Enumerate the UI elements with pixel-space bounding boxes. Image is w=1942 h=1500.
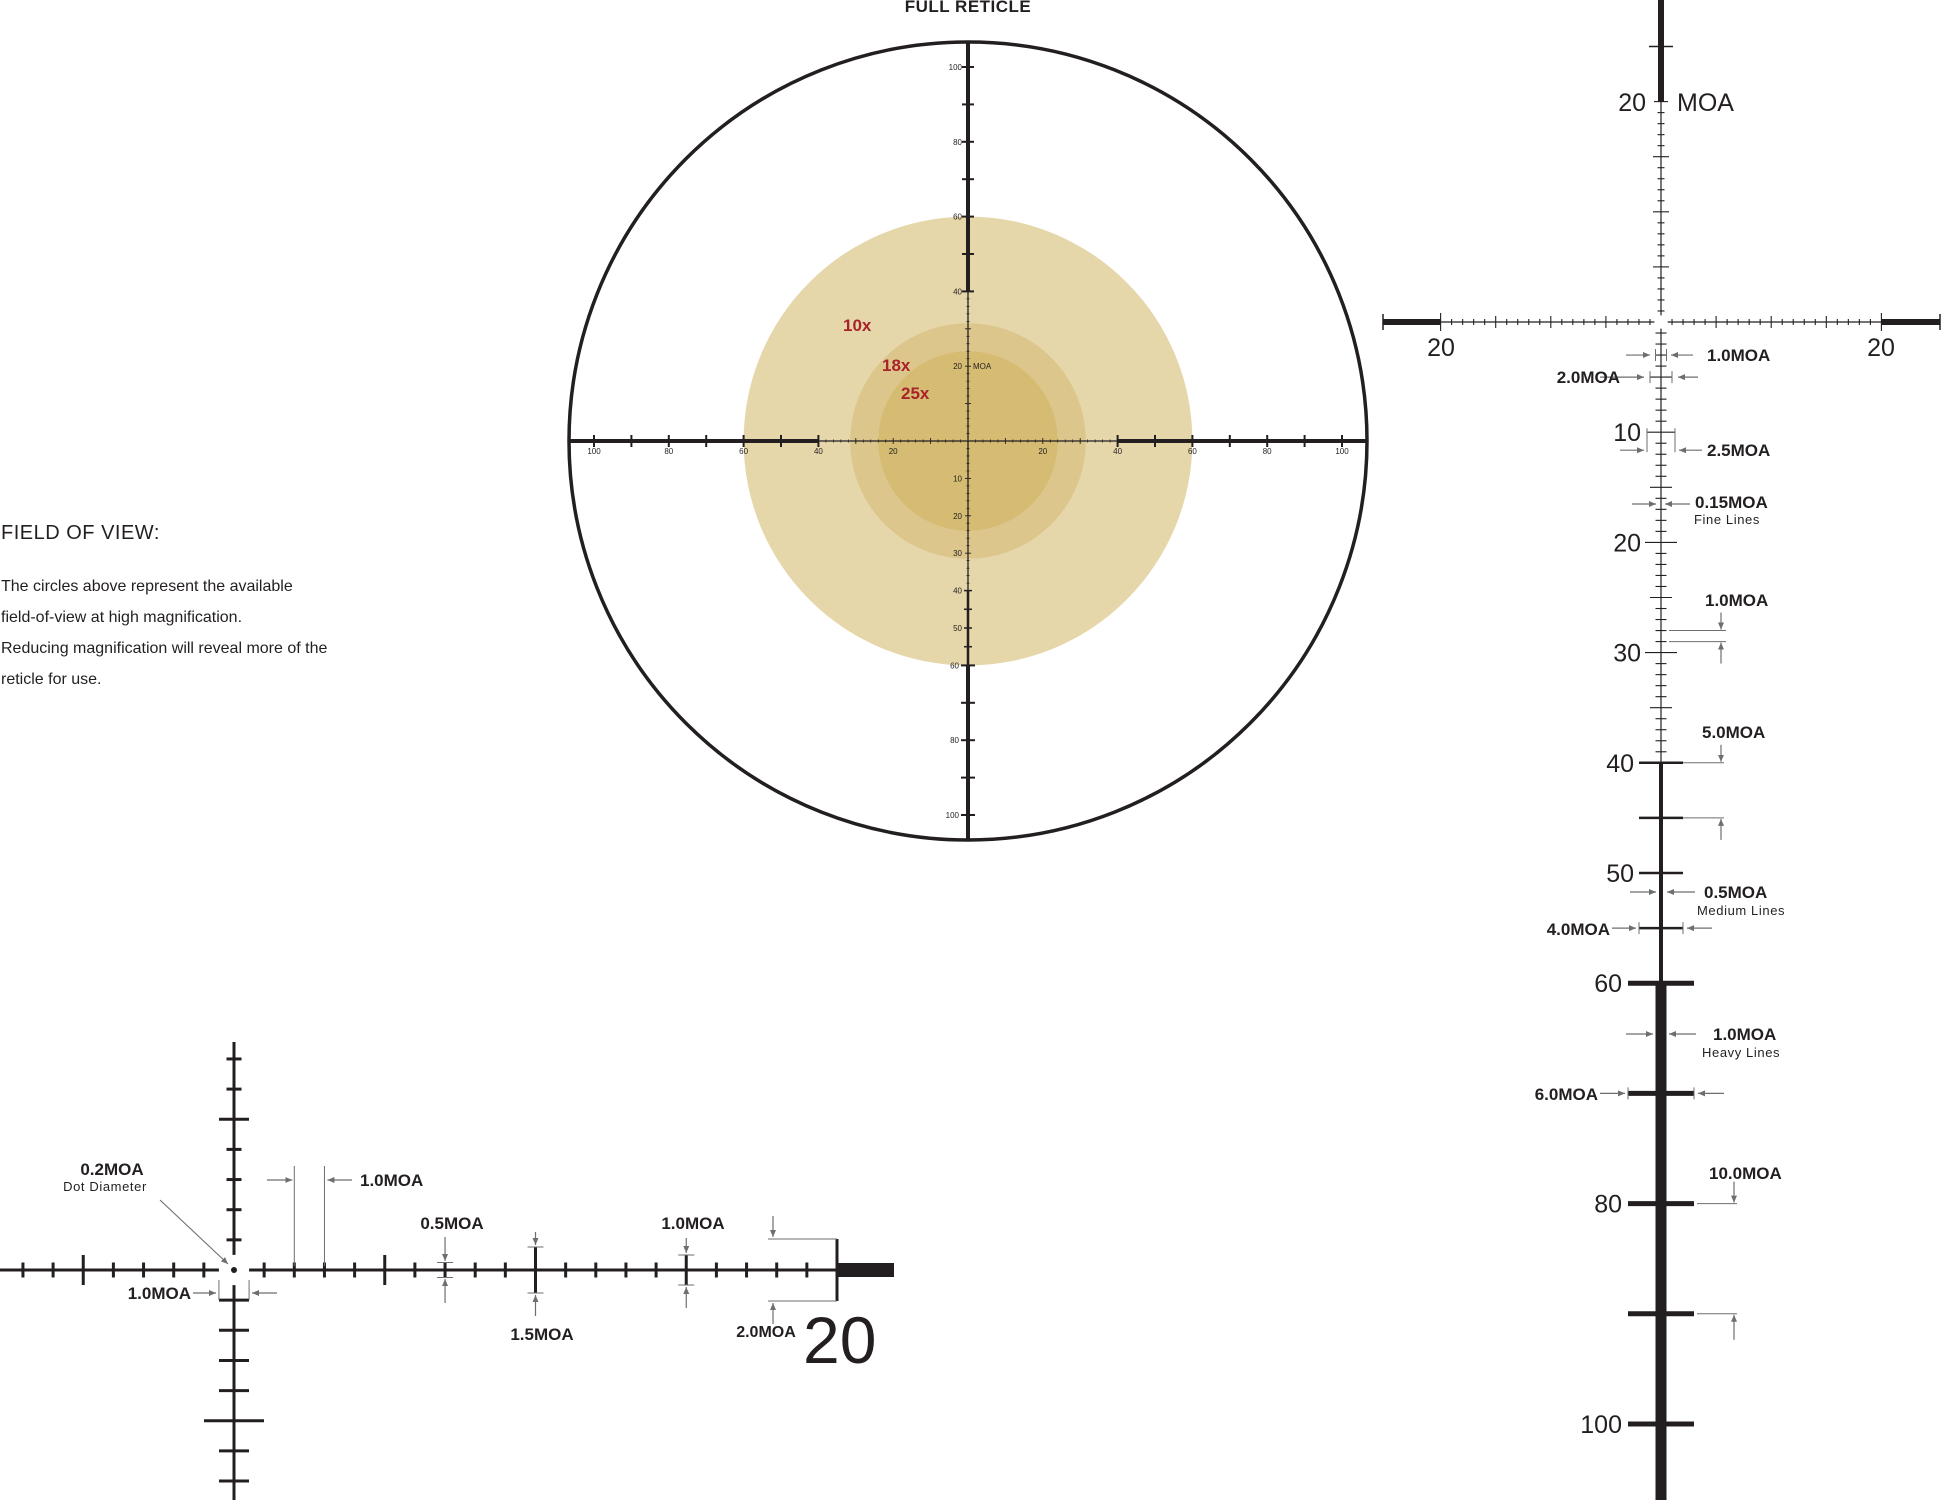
vertical-tick-label: 20 — [1613, 529, 1641, 557]
field-of-view-heading: FIELD OF VIEW: — [1, 522, 160, 544]
horizontal-tick-label: 100 — [587, 447, 601, 456]
annotation-ten-tick: 1.5MOA — [510, 1325, 573, 1344]
vertical-bottom-tick-label: 30 — [953, 549, 962, 558]
vertical-top-tick-label: 60 — [953, 213, 962, 222]
full-reticle: 20 20 40 40 60 60 80 80 100 100 20 40 60 80 100 10 20 30 4… — [567, 40, 1369, 842]
annotation-tick-2: 2.0MOA — [1557, 368, 1620, 387]
vertical-bottom-tick-label: 10 — [953, 474, 962, 483]
vertical-tick-label: 100 — [1580, 1411, 1622, 1439]
vertical-top-tick-label: 80 — [953, 138, 962, 147]
fov-line: field-of-view at high magnification. — [1, 609, 243, 626]
moa-unit-label: MOA — [973, 362, 992, 371]
annotation-tick-10: 2.5MOA — [1707, 441, 1770, 460]
vertical-tick-label: 50 — [1606, 860, 1634, 888]
full-reticle-title: FULL RETICLE — [905, 0, 1032, 16]
annotation-medium-caption: Medium Lines — [1697, 903, 1785, 918]
vertical-bottom-tick-label: 100 — [946, 811, 960, 820]
magnification-10x-label: 10x — [843, 316, 872, 335]
annotation-spacing-5: 5.0MOA — [1702, 723, 1765, 742]
annotation-fine-caption: Fine Lines — [1694, 512, 1760, 527]
moa-unit-label: MOA — [1677, 89, 1734, 117]
fov-line: Reducing magnification will reveal more … — [1, 640, 328, 657]
annotation-heavy-width: 1.0MOA — [1713, 1025, 1776, 1044]
horizontal-tick-label: 20 — [1038, 447, 1047, 456]
field-of-view-note: FIELD OF VIEW: The circles above represe… — [1, 522, 421, 695]
vertical-bottom-tick-label: 40 — [953, 587, 962, 596]
vertical-tick-label: 80 — [1594, 1191, 1622, 1219]
vertical-bottom-tick-label: 60 — [950, 661, 959, 670]
annotation-dot: 0.2MOA — [80, 1160, 143, 1179]
annotation-medium-tick: 4.0MOA — [1547, 920, 1610, 939]
annotation-heavy-tick: 6.0MOA — [1535, 1085, 1598, 1104]
center-reticle-detail — [0, 1042, 894, 1500]
annotation-medium-width: 0.5MOA — [1704, 883, 1767, 902]
center-dot — [231, 1267, 237, 1273]
main-reticle-detail: 10 20 30 40 50 60 80 100 — [1382, 0, 1941, 1500]
vertical-bottom-tick-label: 20 — [953, 512, 962, 521]
annotation-tick-1: 1.0MOA — [1707, 346, 1770, 365]
annotation-dot-caption: Dot Diameter — [63, 1179, 147, 1194]
horizontal-tick-label: 60 — [1188, 447, 1197, 456]
magnification-18x-label: 18x — [882, 356, 911, 375]
dot-leader-line — [159, 1199, 229, 1265]
right-20-label: 20 — [1867, 334, 1895, 362]
vertical-tick-label: 30 — [1613, 640, 1641, 668]
annotation-fine-tick: 0.5MOA — [420, 1214, 483, 1233]
annotation-fine-width: 0.15MOA — [1695, 493, 1768, 512]
horizontal-tick-label: 20 — [889, 447, 898, 456]
annotation-heavy-caption: Heavy Lines — [1702, 1045, 1780, 1060]
vertical-top-tick-label: 40 — [953, 287, 962, 296]
annotation-end-tick: 2.0MOA — [736, 1324, 796, 1341]
vertical-tick-label: 10 — [1613, 419, 1641, 447]
vertical-top-tick-label: 100 — [949, 63, 963, 72]
end-20-label: 20 — [803, 1303, 876, 1377]
fov-line: reticle for use. — [1, 671, 102, 688]
heavy-bar-start — [837, 1263, 894, 1277]
horizontal-tick-label: 60 — [739, 447, 748, 456]
horizontal-tick-label: 40 — [814, 447, 823, 456]
vertical-tick-label: 60 — [1594, 970, 1622, 998]
fov-line: The circles above represent the availabl… — [1, 578, 293, 595]
left-20-label: 20 — [1427, 334, 1455, 362]
annotation-spacing-1: 1.0MOA — [1705, 591, 1768, 610]
horizontal-tick-label: 100 — [1335, 447, 1349, 456]
magnification-25x-label: 25x — [901, 384, 930, 403]
horizontal-tick-label: 40 — [1113, 447, 1122, 456]
annotation-spacing: 1.0MOA — [360, 1171, 423, 1190]
horizontal-tick-label: 80 — [664, 447, 673, 456]
vertical-tick-label: 40 — [1606, 750, 1634, 778]
annotation-gap: 1.0MOA — [128, 1284, 191, 1303]
top-moa-number: 20 — [1618, 89, 1646, 117]
annotation-fifteen-tick: 1.0MOA — [661, 1214, 724, 1233]
vertical-bottom-tick-label: 80 — [950, 736, 959, 745]
vertical-top-tick-label: 20 — [953, 362, 962, 371]
horizontal-tick-label: 80 — [1263, 447, 1272, 456]
vertical-bottom-tick-label: 50 — [953, 624, 962, 633]
annotation-spacing-10: 10.0MOA — [1709, 1164, 1782, 1183]
